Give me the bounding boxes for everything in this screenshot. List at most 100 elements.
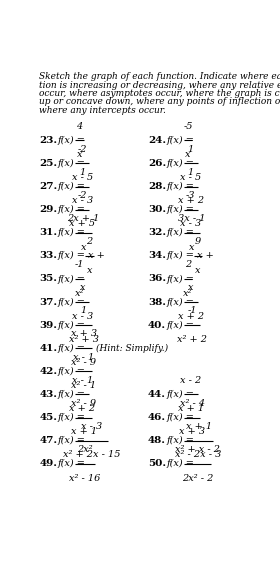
Text: 42.: 42. <box>39 367 57 376</box>
Text: f(x) =: f(x) = <box>58 436 89 445</box>
Text: x: x <box>81 242 86 252</box>
Text: f(x) =: f(x) = <box>58 321 89 329</box>
Text: x + 2: x + 2 <box>178 196 204 205</box>
Text: f(x) =: f(x) = <box>166 436 197 445</box>
Text: x + 3: x + 3 <box>71 329 97 339</box>
Text: tion is increasing or decreasing, where any relative extrema: tion is increasing or decreasing, where … <box>39 81 280 89</box>
Text: f(x) =: f(x) = <box>58 159 89 168</box>
Text: 2x² - 2: 2x² - 2 <box>182 474 213 482</box>
Text: x² - 9: x² - 9 <box>71 358 96 367</box>
Text: x + 2: x + 2 <box>178 312 204 321</box>
Text: f(x) =: f(x) = <box>58 136 89 145</box>
Text: x: x <box>189 242 195 252</box>
Text: -2: -2 <box>78 145 87 153</box>
Text: up or concave down, where any points of inflection occur, and: up or concave down, where any points of … <box>39 98 280 106</box>
Text: 25.: 25. <box>39 159 57 168</box>
Text: f(x) =: f(x) = <box>58 367 89 376</box>
Text: f(x) =: f(x) = <box>166 182 197 191</box>
Text: x: x <box>195 265 201 275</box>
Text: Sketch the graph of each function. Indicate where each func-: Sketch the graph of each function. Indic… <box>39 72 280 81</box>
Text: f(x) =: f(x) = <box>58 205 89 214</box>
Text: f(x) =: f(x) = <box>58 459 89 469</box>
Text: f(x) =: f(x) = <box>58 275 89 283</box>
Text: f(x) =: f(x) = <box>166 459 197 469</box>
Text: 46.: 46. <box>148 413 166 422</box>
Text: 24.: 24. <box>148 136 166 145</box>
Text: 49.: 49. <box>39 459 57 469</box>
Text: 36.: 36. <box>148 275 166 283</box>
Text: f(x) =: f(x) = <box>166 159 197 168</box>
Text: f(x) =: f(x) = <box>166 413 197 422</box>
Text: -2: -2 <box>78 191 87 200</box>
Text: f(x) =: f(x) = <box>58 344 89 353</box>
Text: 30.: 30. <box>148 205 166 214</box>
Text: where any intercepts occur.: where any intercepts occur. <box>39 106 166 115</box>
Text: x² - 2x - 3: x² - 2x - 3 <box>176 451 222 459</box>
Text: f(x) =: f(x) = <box>166 321 197 329</box>
Text: occur, where asymptotes occur, where the graph is concave: occur, where asymptotes occur, where the… <box>39 89 280 98</box>
Text: -1: -1 <box>75 260 84 269</box>
Text: x² + 2x - 15: x² + 2x - 15 <box>63 451 120 459</box>
Text: x - 3: x - 3 <box>72 312 93 321</box>
Text: f(x) =: f(x) = <box>58 228 89 237</box>
Text: 2: 2 <box>87 237 93 246</box>
Text: 34.: 34. <box>148 252 166 260</box>
Text: 32.: 32. <box>148 228 166 237</box>
Text: x - 3: x - 3 <box>180 219 201 228</box>
Text: x + 5: x + 5 <box>69 219 95 228</box>
Text: 2: 2 <box>185 260 191 269</box>
Text: x²: x² <box>183 288 193 298</box>
Text: 3x - 1: 3x - 1 <box>178 214 206 223</box>
Text: 23.: 23. <box>39 136 57 145</box>
Text: x² + x - 2: x² + x - 2 <box>175 445 220 454</box>
Text: 44.: 44. <box>148 390 166 399</box>
Text: f(x) =: f(x) = <box>166 136 197 145</box>
Text: x - 2: x - 2 <box>180 376 201 385</box>
Text: x² - 16: x² - 16 <box>69 474 101 482</box>
Text: f(x) =: f(x) = <box>166 298 197 306</box>
Text: 9: 9 <box>195 237 201 246</box>
Text: 43.: 43. <box>39 390 57 399</box>
Text: f(x) =: f(x) = <box>58 182 89 191</box>
Text: 1: 1 <box>79 168 85 177</box>
Text: x: x <box>77 150 82 159</box>
Text: f(x) =: f(x) = <box>58 413 89 422</box>
Text: 33.: 33. <box>39 252 57 260</box>
Text: x: x <box>185 150 191 159</box>
Text: f(x) =: f(x) = <box>166 275 197 283</box>
Text: f(x) =: f(x) = <box>166 228 197 237</box>
Text: f(x) =: f(x) = <box>58 298 89 306</box>
Text: 1: 1 <box>188 145 194 153</box>
Text: 2x²: 2x² <box>77 445 93 454</box>
Text: x + 1: x + 1 <box>186 422 212 431</box>
Text: 40.: 40. <box>148 321 166 329</box>
Text: 48.: 48. <box>148 436 166 445</box>
Text: -1: -1 <box>187 306 197 316</box>
Text: 28.: 28. <box>148 182 166 191</box>
Text: 1: 1 <box>188 168 194 177</box>
Text: 1: 1 <box>80 306 87 316</box>
Text: 26.: 26. <box>148 159 166 168</box>
Text: x² + 3: x² + 3 <box>69 335 99 344</box>
Text: x² - 4: x² - 4 <box>179 399 205 408</box>
Text: 29.: 29. <box>39 205 57 214</box>
Text: 35.: 35. <box>39 275 57 283</box>
Text: 27.: 27. <box>39 182 58 191</box>
Text: x - 3: x - 3 <box>81 422 102 431</box>
Text: x + 3: x + 3 <box>179 428 205 436</box>
Text: 45.: 45. <box>39 413 57 422</box>
Text: 39.: 39. <box>39 321 57 329</box>
Text: x - 1: x - 1 <box>73 353 94 362</box>
Text: 41.: 41. <box>39 344 57 353</box>
Text: x - 5: x - 5 <box>180 173 201 182</box>
Text: x + 1: x + 1 <box>178 404 204 413</box>
Text: f(x) = x +: f(x) = x + <box>58 251 109 260</box>
Text: x² - 9: x² - 9 <box>71 399 96 408</box>
Text: 38.: 38. <box>148 298 166 306</box>
Text: -5: -5 <box>183 122 193 130</box>
Text: 50.: 50. <box>148 459 166 469</box>
Text: -3: -3 <box>186 191 195 200</box>
Text: 4: 4 <box>76 122 83 130</box>
Text: f(x) =: f(x) = <box>166 390 197 399</box>
Text: x: x <box>87 265 92 275</box>
